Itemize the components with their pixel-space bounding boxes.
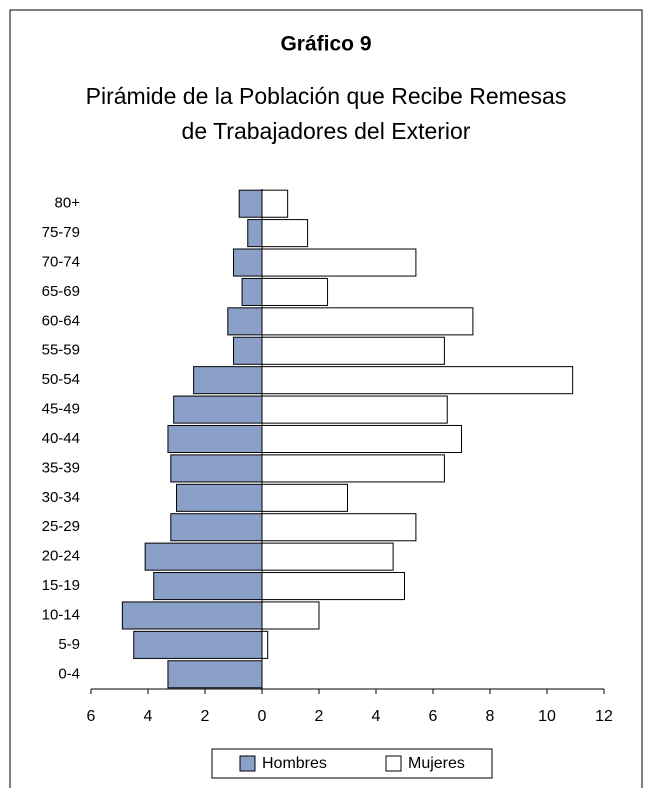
bar: [170, 513, 263, 542]
bar: [261, 454, 445, 483]
bar: [261, 366, 574, 395]
chart-subtitle: Pirámide de la Población que Recibe Reme…: [86, 83, 567, 109]
y-tick-label: 60-64: [42, 312, 80, 329]
bar: [261, 248, 417, 277]
chart-subtitle: de Trabajadores del Exterior: [182, 118, 471, 144]
x-tick-label: 10: [538, 708, 556, 725]
legend-label: Mujeres: [408, 755, 465, 772]
bar: [261, 630, 269, 659]
y-tick-label: 70-74: [42, 253, 80, 270]
legend-swatch: [385, 755, 402, 772]
y-tick-label: 50-54: [42, 371, 80, 388]
bar: [261, 219, 309, 248]
bar: [261, 189, 289, 218]
frame: [9, 9, 643, 788]
legend: [211, 748, 493, 779]
x-tick-label: 6: [87, 708, 96, 725]
x-tick-label: 2: [315, 708, 324, 725]
x-tick-label: 4: [372, 708, 381, 725]
bar: [153, 572, 263, 601]
bar: [173, 395, 263, 424]
bar: [261, 601, 320, 630]
y-tick-label: 20-24: [42, 548, 80, 565]
y-tick-label: 45-49: [42, 401, 80, 418]
y-tick-label: 35-39: [42, 459, 80, 476]
y-tick-label: 40-44: [42, 430, 80, 447]
bar: [167, 660, 263, 689]
bar: [261, 483, 348, 512]
legend-label: Hombres: [262, 755, 327, 772]
y-tick-label: 10-14: [42, 606, 80, 623]
bar: [121, 601, 263, 630]
x-tick-label: 4: [144, 708, 153, 725]
y-tick-label: 25-29: [42, 518, 80, 535]
y-tick-label: 55-59: [42, 342, 80, 359]
x-tick-label: 12: [595, 708, 613, 725]
legend-swatch: [239, 755, 256, 772]
x-tick-label: 0: [258, 708, 267, 725]
bar: [233, 336, 263, 365]
bar: [247, 219, 263, 248]
bar: [133, 630, 263, 659]
y-tick-label: 5-9: [58, 636, 80, 653]
bar: [261, 424, 462, 454]
bar: [261, 277, 329, 306]
y-tick-label: 0-4: [58, 665, 80, 682]
bar: [261, 307, 474, 336]
bar: [261, 336, 445, 365]
bar: [261, 513, 417, 542]
y-tick-label: 65-69: [42, 283, 80, 300]
y-tick-label: 80+: [55, 195, 81, 212]
bar: [241, 277, 263, 306]
bar: [167, 424, 263, 454]
bar: [233, 248, 263, 277]
y-tick-label: 75-79: [42, 224, 80, 241]
bar: [261, 395, 448, 424]
bar: [238, 189, 263, 218]
x-tick-label: 8: [486, 708, 495, 725]
bar: [176, 483, 263, 512]
chart-title: Gráfico 9: [280, 33, 371, 56]
bar: [193, 366, 263, 395]
bar: [144, 542, 263, 571]
x-tick-label: 6: [429, 708, 438, 725]
bar: [261, 542, 394, 571]
y-tick-label: 30-34: [42, 489, 80, 506]
bar: [261, 572, 405, 601]
bar: [170, 454, 263, 483]
bar: [227, 307, 263, 336]
x-tick-label: 2: [201, 708, 210, 725]
y-tick-label: 15-19: [42, 577, 80, 594]
